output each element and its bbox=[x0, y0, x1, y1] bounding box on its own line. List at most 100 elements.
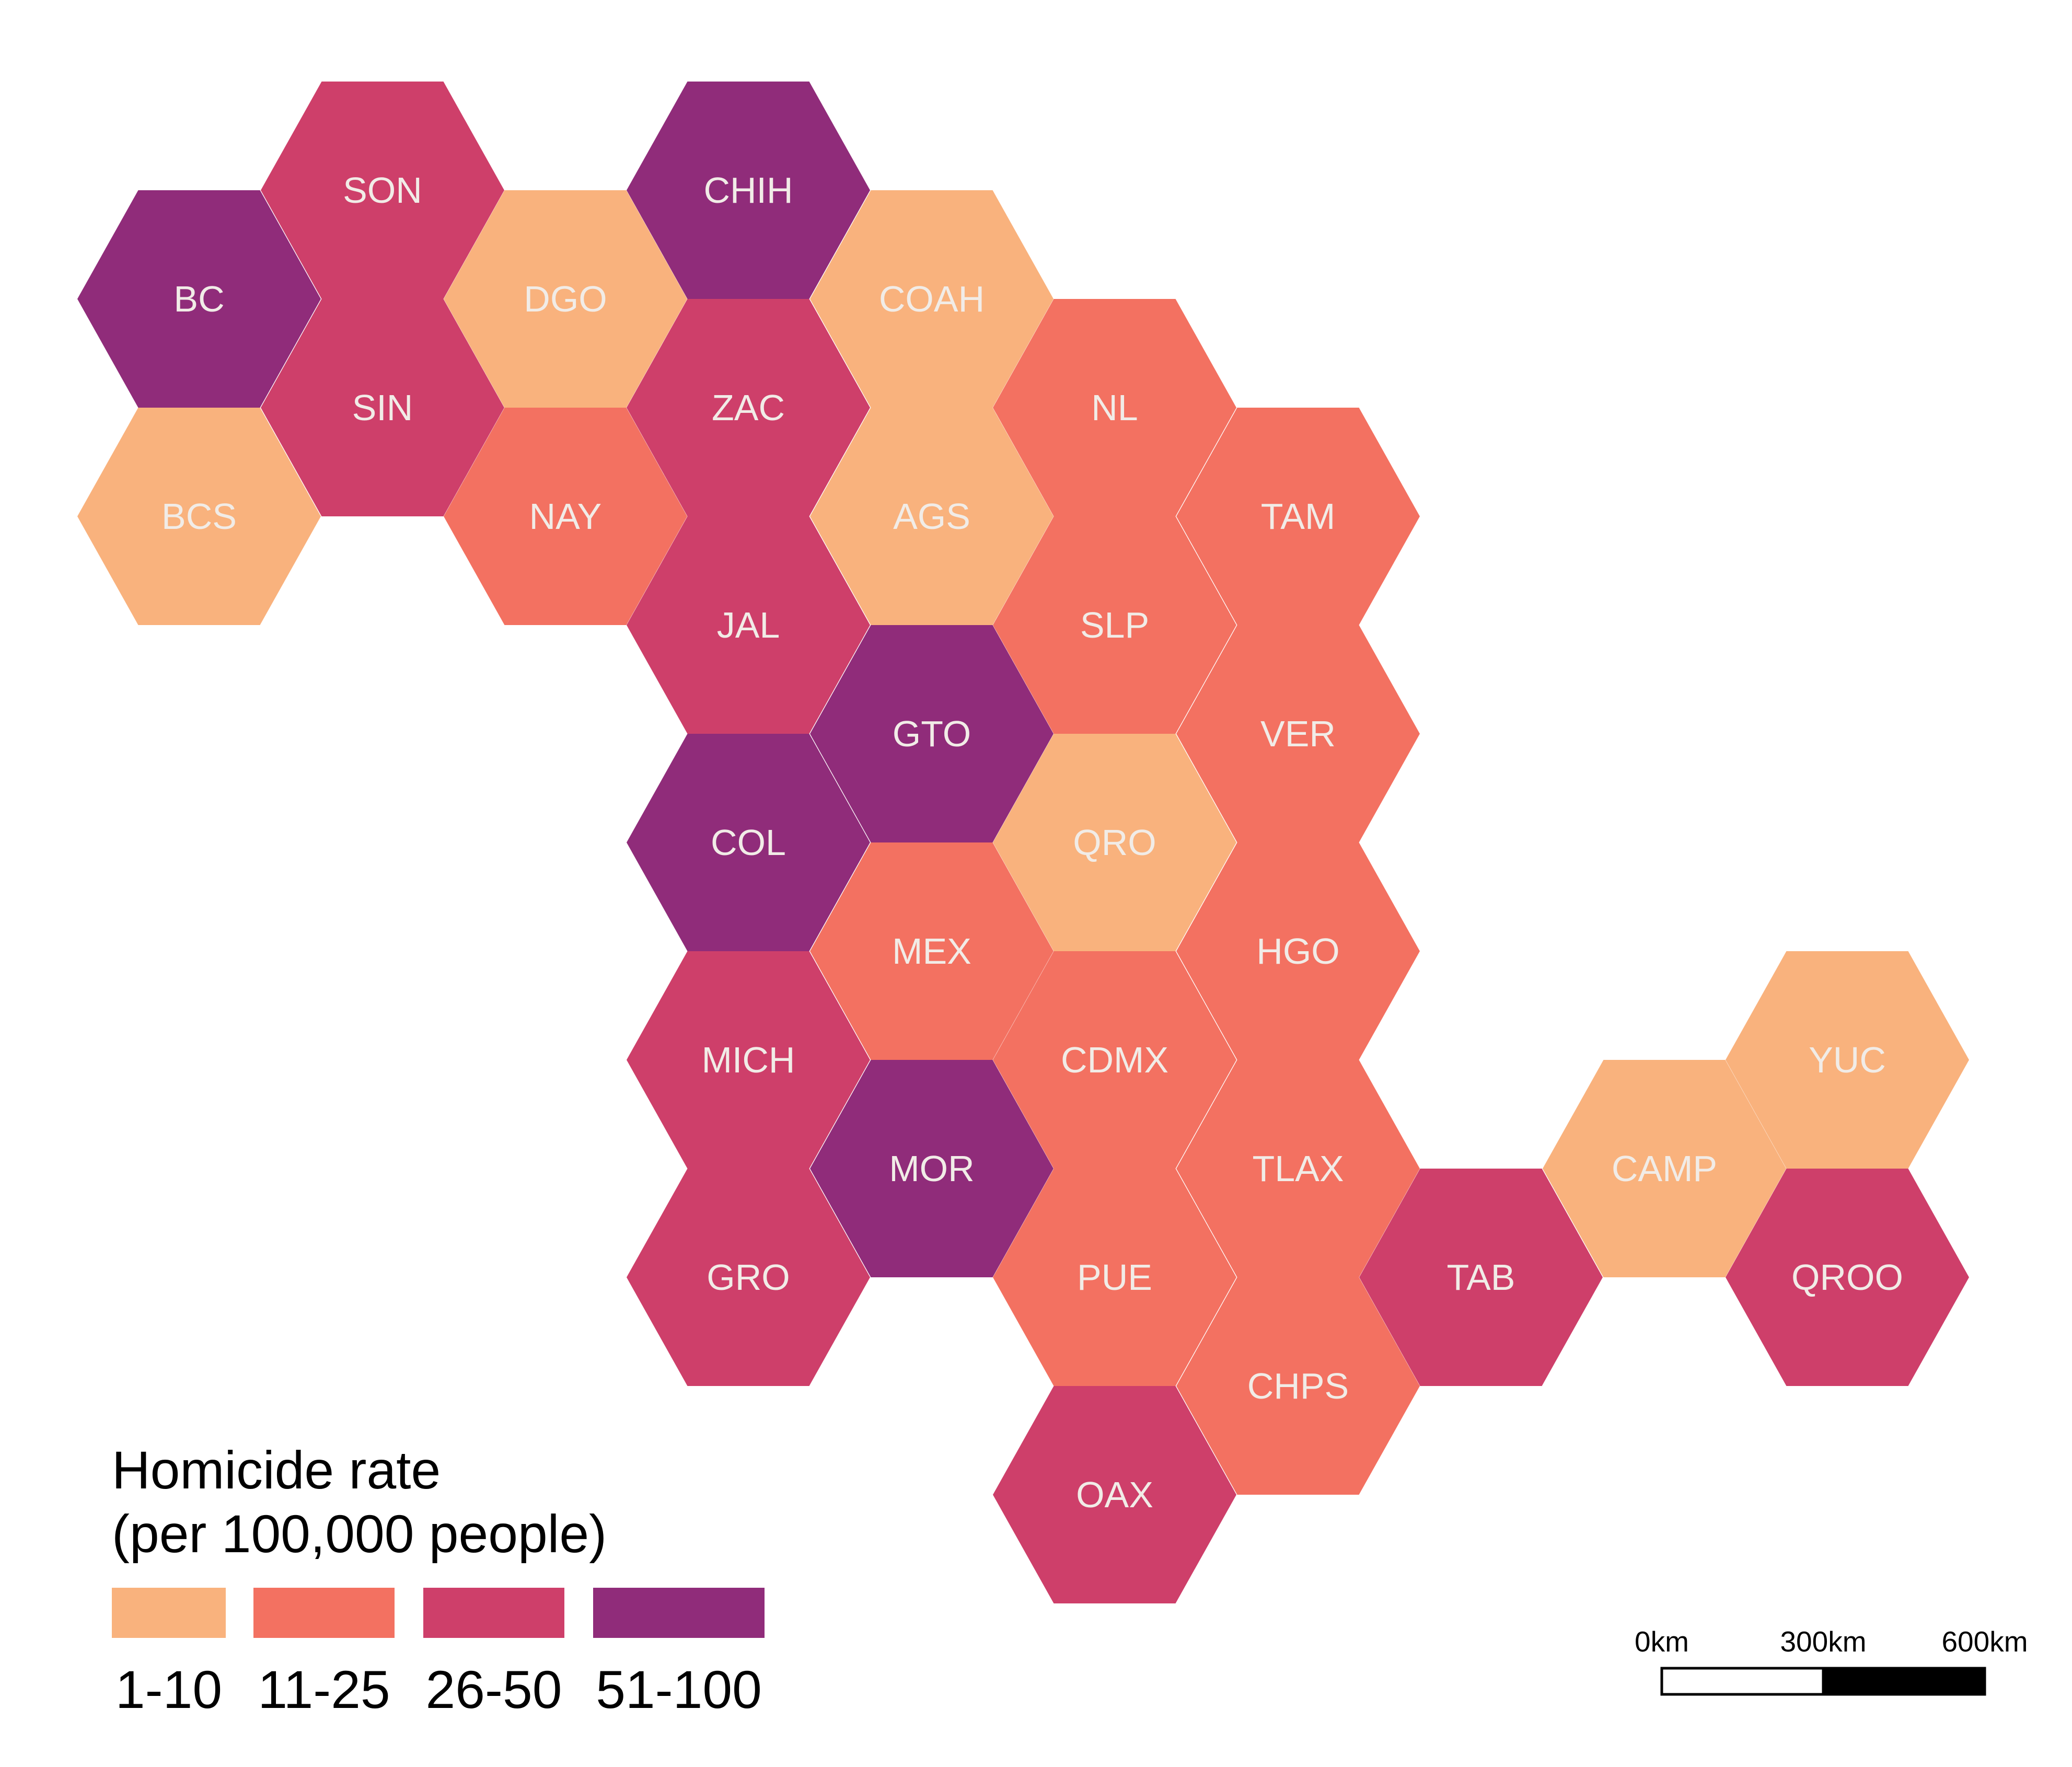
state-hex-nl: NL bbox=[993, 299, 1236, 516]
state-hexagon bbox=[810, 625, 1054, 842]
state-hexagon bbox=[810, 1060, 1054, 1277]
state-label: CHPS bbox=[1247, 1366, 1349, 1406]
state-hexagon bbox=[993, 1169, 1236, 1386]
state-hexagon bbox=[993, 734, 1236, 951]
state-hexagon bbox=[261, 82, 504, 299]
state-label: MICH bbox=[702, 1040, 795, 1080]
state-hex-tlax: TLAX bbox=[1176, 1060, 1420, 1277]
state-hexagon bbox=[77, 408, 321, 625]
state-label: COAH bbox=[879, 279, 985, 319]
legend-swatch-c1 bbox=[112, 1588, 226, 1638]
state-hexagon bbox=[810, 842, 1054, 1060]
state-label: JAL bbox=[717, 605, 780, 645]
state-hex-hgo: HGO bbox=[1176, 842, 1420, 1060]
legend-label-c3: 26-50 bbox=[426, 1660, 562, 1719]
state-hexagon bbox=[627, 516, 870, 734]
state-hex-slp: SLP bbox=[993, 516, 1236, 734]
state-label: MOR bbox=[889, 1148, 974, 1189]
state-label: OAX bbox=[1076, 1474, 1153, 1515]
state-label: HGO bbox=[1256, 931, 1339, 972]
state-hex-camp: CAMP bbox=[1543, 1060, 1786, 1277]
state-label: NL bbox=[1091, 387, 1138, 428]
state-hexagon bbox=[1543, 1060, 1786, 1277]
state-label: CDMX bbox=[1061, 1040, 1168, 1080]
state-hexagon bbox=[993, 951, 1236, 1169]
scale-bar-white-segment bbox=[1660, 1667, 1825, 1696]
legend: Homicide rate (per 100,000 people) 1-10 1… bbox=[112, 1440, 765, 1719]
state-hex-tam: TAM bbox=[1176, 408, 1420, 625]
state-label: MEX bbox=[892, 931, 971, 972]
state-label: DGO bbox=[524, 279, 607, 319]
state-hexagon bbox=[1176, 1277, 1420, 1495]
state-hexagon bbox=[1176, 408, 1420, 625]
legend-title-line1: Homicide rate bbox=[112, 1440, 441, 1500]
legend-title-line2: (per 100,000 people) bbox=[112, 1504, 607, 1564]
state-hexagon bbox=[1176, 842, 1420, 1060]
state-label: CHIH bbox=[703, 170, 793, 211]
state-hexagon bbox=[1176, 1060, 1420, 1277]
state-label: SIN bbox=[352, 387, 413, 428]
state-hex-ags: AGS bbox=[810, 408, 1054, 625]
state-hex-col: COL bbox=[627, 734, 870, 951]
state-hex-gro: GRO bbox=[627, 1169, 870, 1386]
state-label: TLAX bbox=[1252, 1148, 1344, 1189]
legend-label-c2: 11-25 bbox=[258, 1660, 390, 1719]
state-label: BC bbox=[173, 279, 224, 319]
legend-swatch-c4 bbox=[593, 1588, 765, 1638]
state-hex-qroo: QROO bbox=[1726, 1169, 1969, 1386]
state-label: AGS bbox=[893, 496, 970, 537]
state-hex-nay: NAY bbox=[444, 408, 687, 625]
state-hex-zac: ZAC bbox=[627, 299, 870, 516]
state-hexagons: SON CHIH BC DGO COAH SIN ZAC NL BCS NAY AGS TAM JAL S… bbox=[77, 82, 1969, 1603]
state-hexagon bbox=[810, 408, 1054, 625]
state-hexagon bbox=[810, 190, 1054, 408]
state-hexagon bbox=[1176, 625, 1420, 842]
state-label: QRO bbox=[1073, 822, 1156, 863]
state-hex-coah: COAH bbox=[810, 190, 1054, 408]
state-label: ZAC bbox=[712, 387, 785, 428]
state-hex-jal: JAL bbox=[627, 516, 870, 734]
state-label: NAY bbox=[529, 496, 602, 537]
state-hexagon bbox=[993, 516, 1236, 734]
state-hexagon bbox=[627, 734, 870, 951]
state-hex-bcs: BCS bbox=[77, 408, 321, 625]
state-hex-mor: MOR bbox=[810, 1060, 1054, 1277]
state-label: VER bbox=[1260, 713, 1336, 754]
state-hexagon bbox=[627, 299, 870, 516]
state-hexagon bbox=[993, 299, 1236, 516]
state-hex-dgo: DGO bbox=[444, 190, 687, 408]
state-hexagon bbox=[627, 82, 870, 299]
state-label: GRO bbox=[707, 1257, 790, 1298]
state-label: QROO bbox=[1791, 1257, 1903, 1298]
state-hex-chps: CHPS bbox=[1176, 1277, 1420, 1495]
scale-bar-black-segment bbox=[1822, 1667, 1986, 1696]
scale-label-300: 300km bbox=[1780, 1625, 1866, 1658]
legend-swatches: 1-10 11-25 26-50 51-100 bbox=[112, 1588, 765, 1719]
state-label: YUC bbox=[1809, 1040, 1886, 1080]
legend-swatch-c3 bbox=[423, 1588, 564, 1638]
state-hex-sin: SIN bbox=[261, 299, 504, 516]
state-label: TAB bbox=[1447, 1257, 1515, 1298]
state-label: TAM bbox=[1261, 496, 1336, 537]
state-label: SLP bbox=[1080, 605, 1149, 645]
state-label: SON bbox=[343, 170, 422, 211]
state-hex-bc: BC bbox=[77, 190, 321, 408]
state-hexagon bbox=[77, 190, 321, 408]
state-hexagon bbox=[627, 951, 870, 1169]
state-hex-yuc: YUC bbox=[1726, 951, 1969, 1169]
state-label: CAMP bbox=[1612, 1148, 1717, 1189]
legend-label-c1: 1-10 bbox=[115, 1660, 222, 1719]
state-label: GTO bbox=[893, 713, 971, 754]
scale-bar: 0km 300km 600km bbox=[1635, 1625, 2028, 1696]
state-hexagon bbox=[261, 299, 504, 516]
state-hex-mich: MICH bbox=[627, 951, 870, 1169]
state-hexagon bbox=[444, 190, 687, 408]
state-hex-son: SON bbox=[261, 82, 504, 299]
state-label: PUE bbox=[1077, 1257, 1152, 1298]
state-label: COL bbox=[711, 822, 786, 863]
state-hex-tab: TAB bbox=[1359, 1169, 1603, 1386]
state-hex-gto: GTO bbox=[810, 625, 1054, 842]
state-hex-chih: CHIH bbox=[627, 82, 870, 299]
state-label: BCS bbox=[161, 496, 237, 537]
